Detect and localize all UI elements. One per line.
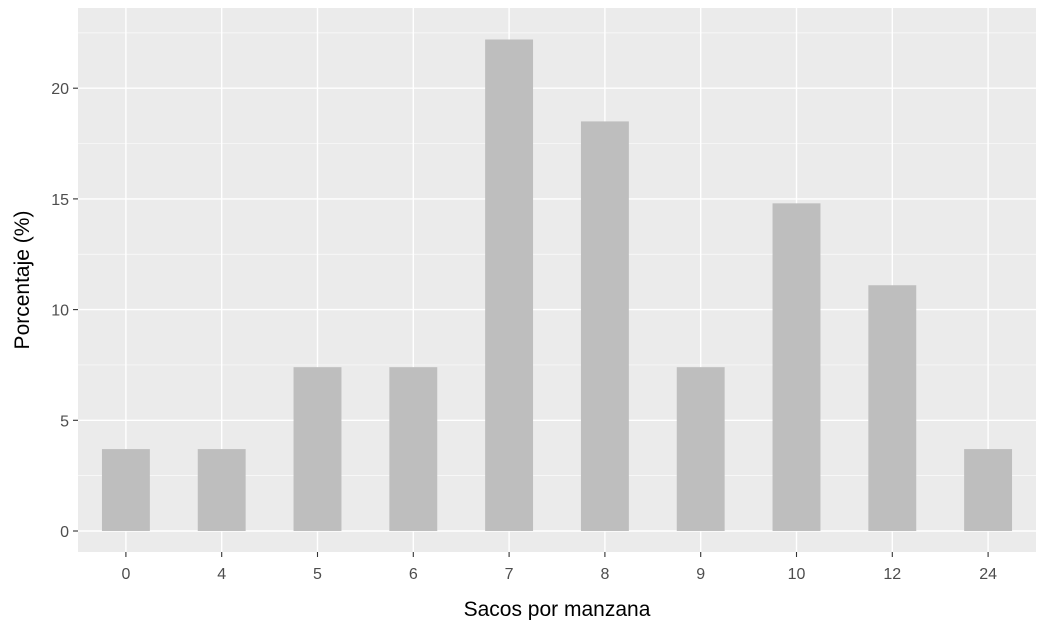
bar-4 xyxy=(197,449,246,531)
bar-8 xyxy=(580,121,629,531)
bar-10 xyxy=(772,203,821,531)
bar-0 xyxy=(101,449,150,531)
x-tick-label: 7 xyxy=(505,566,514,583)
x-tick-label: 5 xyxy=(313,566,322,583)
bar-6 xyxy=(389,367,438,531)
y-axis: 0 5 10 15 20 xyxy=(51,81,78,541)
x-tick-label: 24 xyxy=(979,566,997,583)
bar-7 xyxy=(485,39,534,531)
x-tick-label: 8 xyxy=(600,566,609,583)
x-tick-label: 4 xyxy=(217,566,226,583)
x-axis-title: Sacos por manzana xyxy=(464,598,651,620)
bar-12 xyxy=(868,285,917,531)
y-tick-label: 15 xyxy=(51,192,69,209)
x-tick-label: 10 xyxy=(788,566,806,583)
bar-5 xyxy=(293,367,342,531)
x-tick-label: 12 xyxy=(883,566,901,583)
y-tick-label: 20 xyxy=(51,81,69,98)
x-tick-label: 6 xyxy=(409,566,418,583)
x-axis: 0 4 5 6 7 8 9 10 12 24 xyxy=(121,552,997,583)
bar-24 xyxy=(964,449,1013,531)
bars xyxy=(101,39,1013,531)
y-tick-label: 0 xyxy=(60,524,69,541)
x-tick-label: 9 xyxy=(696,566,705,583)
y-axis-title: Porcentaje (%) xyxy=(11,211,34,350)
bar-9 xyxy=(676,367,725,531)
x-tick-label: 0 xyxy=(121,566,130,583)
y-tick-label: 10 xyxy=(51,303,69,320)
y-tick-label: 5 xyxy=(60,413,69,430)
